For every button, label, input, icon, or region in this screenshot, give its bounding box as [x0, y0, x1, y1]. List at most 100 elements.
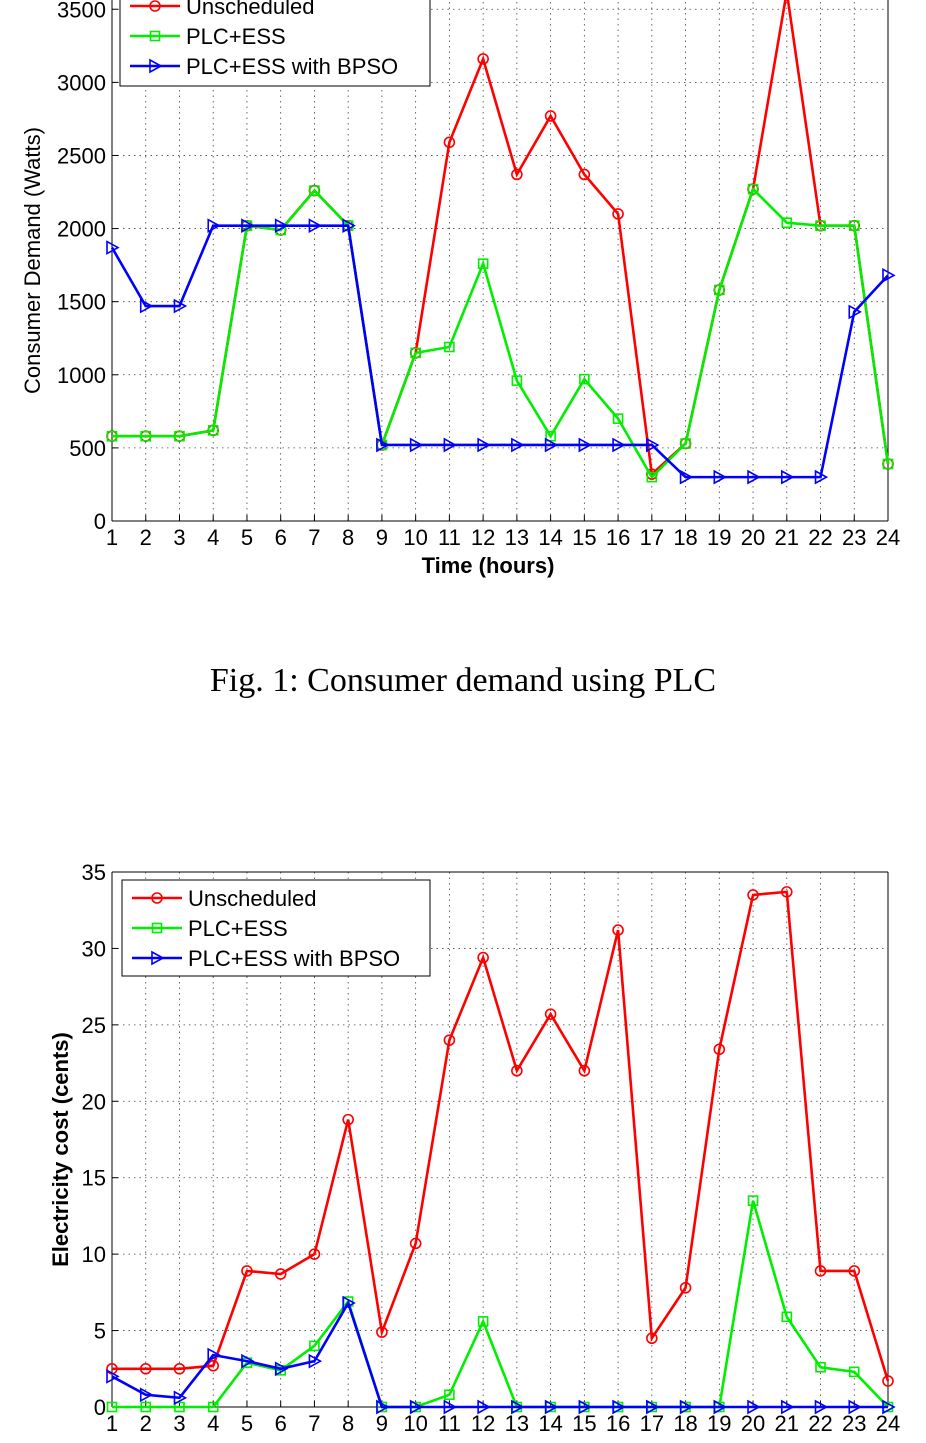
data-point	[747, 1195, 759, 1206]
data-point	[241, 218, 255, 233]
data-point	[612, 924, 624, 936]
x-tick-label: 13	[505, 525, 529, 550]
data-point	[443, 1034, 456, 1046]
data-point	[139, 1362, 152, 1375]
x-tick-label: 1	[106, 525, 118, 550]
data-point	[274, 1361, 289, 1377]
data-point	[274, 1268, 287, 1280]
x-tick-label: 22	[808, 525, 832, 550]
x-tick-labels: 1 2 3 4 5 6 7 8 9 10 11 12 13 14 15 16 17 18 19 20 21 22 23 24	[106, 515, 900, 550]
x-tick-label: 15	[572, 1411, 596, 1436]
data-point	[612, 208, 624, 220]
data-point	[106, 1369, 120, 1384]
data-point	[646, 1399, 660, 1415]
data-point	[714, 284, 725, 296]
figure-caption: Fig. 1: Consumer demand using PLC	[209, 662, 717, 699]
data-point	[139, 298, 154, 314]
data-point	[747, 469, 761, 485]
data-point	[342, 1295, 356, 1311]
x-tick-label: 18	[673, 1411, 697, 1436]
data-point	[815, 1361, 826, 1373]
x-tick-label: 23	[842, 525, 866, 550]
data-point	[511, 1399, 525, 1415]
y-tick-label: 0	[94, 1395, 106, 1420]
data-point	[106, 430, 118, 442]
x-tick-label: 5	[241, 525, 253, 550]
legend: Unscheduled PLC+ESS PLC+ESS with BPSO	[121, 879, 431, 977]
x-tick-label: 9	[376, 525, 388, 550]
demand-chart: 1 2 3 4 5 6 7 8 9 10 11 12 13 14 15 16 17 18 19 20 21 22 23 240…	[20, 0, 900, 578]
data-point	[376, 1326, 388, 1338]
data-point	[848, 1399, 862, 1415]
data-point	[241, 1265, 253, 1277]
x-tick-label: 21	[775, 525, 799, 550]
data-point	[409, 1399, 424, 1415]
x-tick-label: 10	[403, 525, 427, 550]
data-point	[308, 1353, 323, 1369]
x-tick-label: 14	[538, 1411, 562, 1436]
data-point	[444, 341, 455, 353]
data-point	[477, 951, 489, 964]
data-point	[882, 1399, 896, 1415]
legend-marker	[151, 892, 163, 904]
data-point	[174, 1401, 185, 1413]
data-point	[511, 168, 523, 181]
data-point	[814, 1265, 827, 1277]
y-tick-label: 1000	[57, 363, 106, 388]
legend-marker	[149, 30, 161, 42]
y-tick-label: 10	[82, 1242, 106, 1267]
x-tick-label: 19	[707, 525, 731, 550]
data-point	[511, 375, 523, 386]
data-point	[679, 1281, 692, 1294]
data-point	[680, 438, 691, 449]
data-point	[207, 1359, 220, 1372]
x-tick-label: 21	[775, 1411, 799, 1436]
data-point	[815, 220, 826, 231]
x-tick-label: 6	[275, 1411, 287, 1436]
data-point	[409, 1237, 422, 1250]
x-tick-label: 14	[538, 525, 562, 550]
data-point	[848, 304, 862, 320]
data-point	[477, 258, 489, 269]
y-tick-label: 2500	[57, 143, 106, 168]
legend-label: Unscheduled	[188, 886, 316, 911]
y-tick-label: 25	[82, 1013, 106, 1038]
data-point	[544, 110, 557, 122]
x-tick-label: 7	[308, 525, 320, 550]
data-point	[545, 430, 556, 442]
legend-label: PLC+ESS	[188, 916, 288, 941]
data-point	[646, 1332, 658, 1345]
x-tick-label: 4	[207, 525, 219, 550]
data-point	[578, 168, 591, 181]
data-point	[578, 1399, 593, 1415]
data-point	[342, 218, 356, 233]
series-line	[112, 186, 890, 480]
data-point	[747, 889, 759, 901]
x-tick-label: 18	[673, 525, 697, 550]
data-point	[511, 437, 525, 453]
x-tick-label: 4	[207, 1411, 219, 1436]
data-point	[814, 469, 829, 485]
data-point	[207, 1401, 219, 1413]
data-point	[511, 1064, 523, 1077]
data-point	[477, 1399, 491, 1415]
data-point	[544, 1008, 557, 1020]
x-tick-label: 16	[606, 1411, 630, 1436]
legend-label: PLC+ESS with BPSO	[188, 946, 400, 971]
data-point	[679, 469, 694, 485]
legend: Unscheduled PLC+ESS PLC+ESS with BPSO	[119, 0, 431, 87]
legend-box	[119, 0, 431, 87]
x-tick-label: 19	[707, 1411, 731, 1436]
data-point	[241, 1353, 255, 1369]
data-point	[612, 1399, 626, 1415]
x-tick-label: 10	[403, 1411, 427, 1436]
y-tick-labels: 0 5 10 15 20 25 30 35	[82, 860, 118, 1420]
x-tick-label: 17	[640, 1411, 664, 1436]
data-point	[578, 1064, 591, 1077]
data-point	[207, 218, 221, 233]
data-point	[882, 268, 896, 283]
series-plc-ess-with-bpso	[106, 218, 896, 485]
data-point	[410, 347, 421, 359]
x-tick-label: 20	[741, 525, 765, 550]
x-tick-label: 6	[275, 525, 287, 550]
